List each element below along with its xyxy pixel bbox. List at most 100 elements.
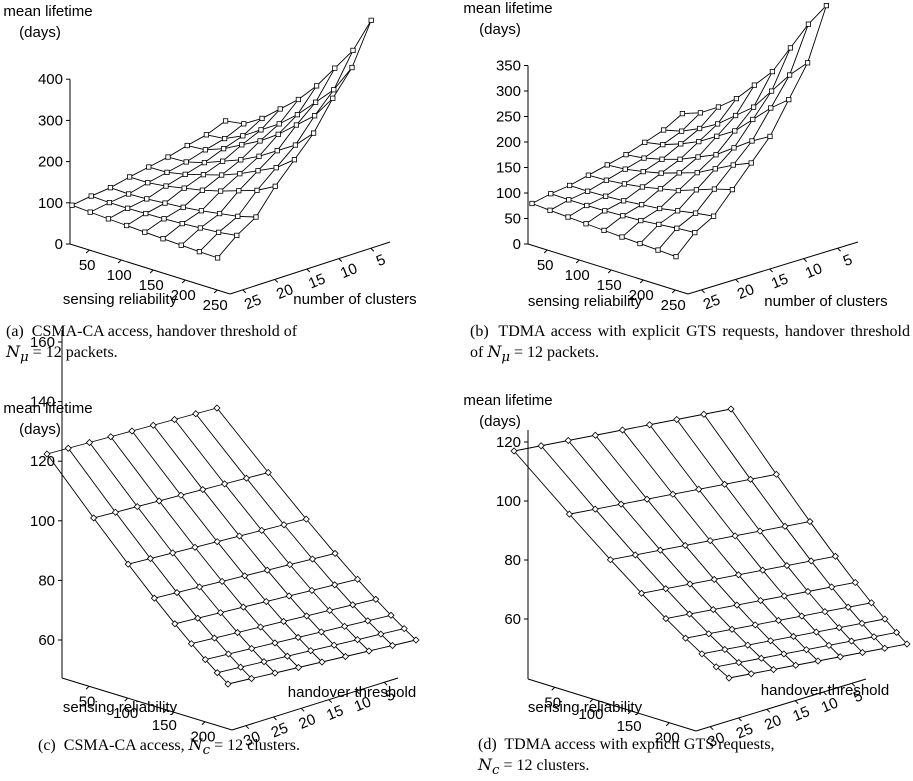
data-point-d-4-8 [814, 657, 822, 665]
surface-a [69, 17, 374, 261]
data-point-c-4-2 [213, 538, 221, 546]
data-point-c-4-0 [128, 427, 136, 435]
chart-panel-d: 60 80 100 120 mean lifetime (days) 50 100 150 200… [463, 392, 913, 751]
data-point-a-1-4 [164, 169, 170, 175]
data-point-c-0-2 [124, 560, 132, 568]
data-point-d-8-8 [903, 640, 911, 648]
data-point-b-8-8 [823, 2, 830, 9]
y-tick-label-b-3: 20 [735, 281, 757, 303]
caption-text-a: CSMA-CA access, handover threshold of [31, 323, 298, 340]
z-tick-label-a-2: 200 [38, 154, 63, 171]
data-point-d-8-1 [772, 470, 780, 478]
y-tick-label-a-1: 10 [338, 260, 360, 282]
data-point-d-5-0 [646, 421, 654, 429]
data-point-d-5-3 [759, 566, 767, 574]
y-axis-b [687, 241, 859, 295]
y-tick-d-3 [766, 708, 771, 713]
data-point-c-1-6 [224, 650, 233, 658]
x-tick-b-3 [639, 279, 644, 284]
x-tick-label-b-0: 50 [537, 257, 554, 274]
data-point-c-5-5 [303, 612, 311, 620]
data-point-c-1-1 [111, 508, 120, 516]
data-point-c-1-4 [194, 614, 202, 622]
surface-line-a-r1 [90, 123, 245, 213]
data-point-d-7-6 [858, 619, 866, 627]
data-point-c-8-7 [400, 625, 408, 633]
z-tick-label-b-7: 350 [496, 58, 521, 75]
data-point-b-1-1 [566, 197, 572, 203]
data-point-d-2-8 [769, 665, 778, 674]
data-point-d-2-6 [744, 641, 752, 649]
data-point-c-0-3 [150, 594, 158, 602]
data-point-d-1-5 [705, 630, 713, 638]
data-point-d-4-1 [669, 490, 677, 498]
x-tick-d-3 [665, 722, 670, 727]
data-point-c-7-3 [308, 555, 317, 563]
data-point-a-6-0 [178, 242, 184, 248]
data-point-c-8-0 [213, 404, 221, 412]
data-point-a-4-7 [276, 121, 282, 127]
data-point-a-3-0 [124, 222, 130, 229]
data-point-c-3-1 [155, 497, 163, 505]
data-point-c-6-4 [308, 586, 316, 594]
z-tick-label-d-2: 100 [496, 493, 521, 510]
surface-plot-d: 60 80 100 120 mean lifetime (days) 50 100 150 200… [463, 392, 911, 751]
x-tick-label-b-3: 200 [629, 287, 654, 304]
z-tick-label-b-4: 200 [496, 134, 521, 151]
data-point-a-2-8 [259, 115, 265, 122]
z-axis-unit-c: (days) [19, 421, 61, 438]
chart-panel-c: 60 80 100 120 140 160 mean lifetime (days) 50 100… [0, 330, 456, 750]
data-point-b-3-5 [677, 156, 683, 162]
data-point-b-3-1 [602, 208, 608, 214]
y-tick-label-b-4: 25 [701, 291, 723, 313]
data-point-a-0-7 [203, 132, 209, 138]
data-point-d-6-1 [721, 480, 729, 488]
data-point-c-3-3 [218, 577, 226, 585]
data-point-b-6-6 [750, 116, 756, 123]
data-point-a-0-3 [127, 174, 133, 180]
data-point-b-2-5 [659, 156, 665, 162]
data-point-c-7-7 [377, 630, 385, 638]
data-point-a-6-8 [332, 65, 338, 71]
surface-line-b-r2 [567, 106, 719, 218]
data-point-d-4-7 [802, 646, 810, 654]
data-point-b-1-2 [585, 188, 591, 194]
z-axis-label-b: mean lifetime [463, 0, 552, 17]
data-point-c-5-2 [235, 532, 244, 540]
data-point-d-1-7 [735, 658, 743, 667]
y-tick-label-c-5: 30 [241, 728, 263, 750]
data-point-c-4-8 [318, 658, 326, 666]
data-point-d-6-6 [835, 624, 843, 632]
surface-line-d-r2 [567, 440, 774, 670]
x-tick-c-0 [85, 685, 90, 690]
data-point-d-0-5 [681, 634, 690, 642]
data-point-c-4-7 [307, 647, 315, 655]
x-axis-label-c: sensing reliability [63, 699, 178, 716]
data-point-c-5-0 [149, 421, 157, 429]
data-point-b-7-5 [749, 138, 755, 144]
data-point-b-4-5 [695, 154, 701, 160]
data-point-a-5-1 [179, 221, 185, 227]
z-tick-label-b-3: 150 [496, 160, 521, 177]
data-point-b-0-8 [679, 111, 685, 117]
data-point-a-5-2 [198, 208, 204, 214]
data-point-d-3-7 [780, 650, 788, 658]
y-tick-a-4 [242, 289, 247, 294]
y-axis-c [231, 677, 399, 731]
data-point-b-2-1 [584, 202, 590, 209]
data-point-c-3-6 [271, 639, 279, 647]
y-tick-label-c-3: 20 [296, 711, 318, 733]
data-point-b-1-5 [641, 155, 647, 161]
x-tick-label-a-0: 50 [79, 257, 96, 274]
data-point-b-1-4 [622, 166, 628, 172]
y-tick-label-d-1: 10 [819, 694, 841, 716]
data-point-a-6-2 [216, 210, 223, 217]
data-point-d-4-6 [789, 632, 798, 640]
data-point-a-5-6 [275, 131, 281, 137]
data-point-b-4-8 [751, 82, 758, 88]
x-axis-label-d: sensing reliability [528, 699, 643, 716]
chart-panel-a: 0 100 200 300 400 mean lifetime (days) 50 100 150… [0, 0, 456, 380]
z-tick-label-b-1: 50 [504, 211, 521, 228]
data-point-d-7-5 [844, 603, 852, 611]
z-tick-label-b-0: 0 [513, 236, 521, 253]
